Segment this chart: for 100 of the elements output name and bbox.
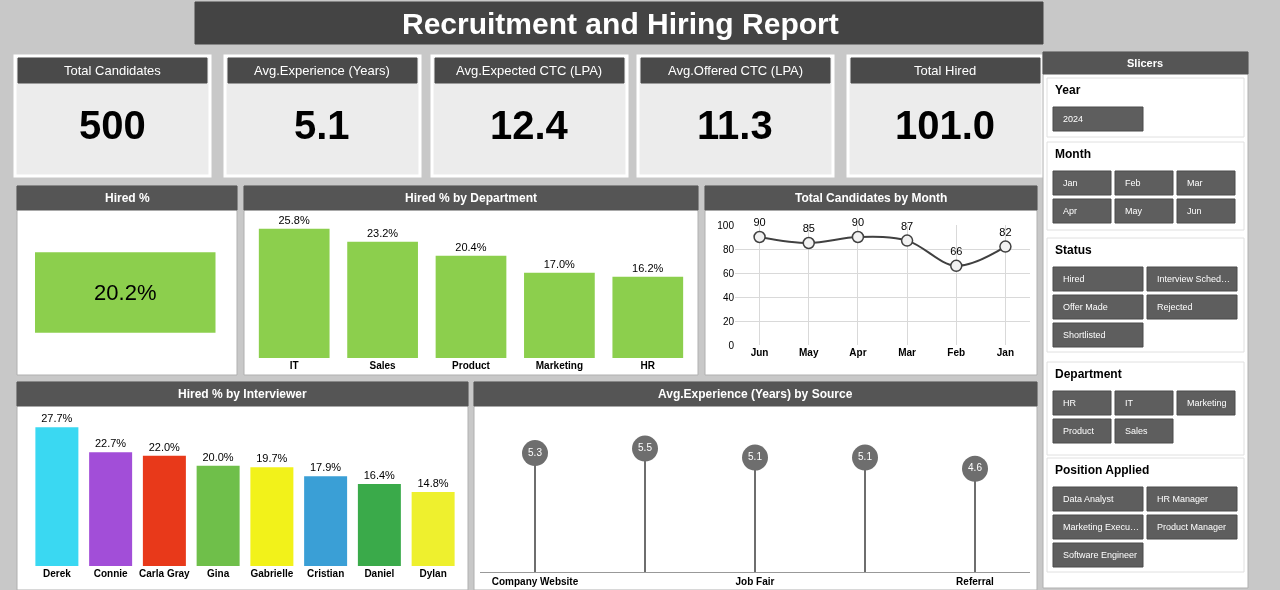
bar <box>142 455 186 566</box>
data-label: 66 <box>950 245 963 258</box>
chart-title: Avg.Experience (Years) by Source <box>658 387 853 401</box>
category-label: Interview Sched… <box>1157 274 1231 284</box>
x-tick-label: Carla Gray <box>139 568 191 579</box>
chart-title: Hired % <box>105 191 151 205</box>
y-tick-label: 40 <box>722 291 735 303</box>
x-tick-label: Jan <box>996 347 1015 358</box>
x-tick-label: Derek <box>42 568 72 579</box>
x-tick-label: Apr <box>849 347 867 358</box>
data-label: 23.2% <box>366 226 399 239</box>
x-tick-label: HR <box>640 360 656 371</box>
category-label: May <box>1125 206 1143 216</box>
point <box>802 236 815 250</box>
category-label: HR Manager <box>1157 494 1209 504</box>
data-label: 12.4 <box>490 103 569 147</box>
category-label: Jun <box>1187 206 1202 216</box>
y-tick-label: 0 <box>728 339 735 351</box>
data-label: 22.7% <box>94 437 127 450</box>
x-tick-label: Referral <box>956 576 995 587</box>
category-label: Shortlisted <box>1063 330 1106 340</box>
text: Position Applied <box>1055 463 1150 477</box>
bar <box>524 272 595 358</box>
x-tick-label: Dylan <box>419 568 447 579</box>
category-label: IT <box>1125 398 1134 408</box>
point <box>999 240 1012 253</box>
data-label: 20.2% <box>94 280 157 305</box>
category-label: Marketing <box>1187 398 1227 408</box>
category-label: Offer Made <box>1063 302 1108 312</box>
data-label: 20.4% <box>455 240 487 253</box>
data-label: 19.7% <box>256 452 288 465</box>
data-label: 17.9% <box>309 461 342 474</box>
category-label: Total Candidates <box>64 63 162 78</box>
bar <box>411 491 455 566</box>
x-tick-label: Company Website <box>491 576 579 587</box>
bar <box>196 465 240 566</box>
category-label: Product Manager <box>1157 522 1227 532</box>
x-tick-label: Sales <box>369 360 397 371</box>
data-label: 25.8% <box>278 213 310 226</box>
text: Recruitment and Hiring Report <box>402 7 839 40</box>
category-label: Avg.Expected CTC (LPA) <box>456 63 603 78</box>
data-label: 16.2% <box>632 261 664 274</box>
point <box>753 230 766 244</box>
data-label: 5.3 <box>528 446 543 458</box>
category-label: Software Engineer <box>1063 550 1138 560</box>
bar <box>357 483 401 566</box>
data-label: 500 <box>79 103 146 147</box>
bar <box>435 255 507 358</box>
data-label: 22.0% <box>148 440 181 453</box>
category-label: Avg.Experience (Years) <box>254 63 390 78</box>
data-label: 90 <box>851 216 865 229</box>
bar <box>250 467 294 566</box>
data-label: 90 <box>753 216 766 229</box>
text: Department <box>1055 367 1122 381</box>
data-label: 82 <box>999 225 1012 238</box>
data-label: 5.1 <box>294 103 350 147</box>
x-tick-label: Jun <box>750 347 769 358</box>
data-label: 5.1 <box>858 451 873 463</box>
data-label: 5.5 <box>638 442 653 454</box>
text: Slicers <box>1127 57 1164 69</box>
point <box>851 230 865 244</box>
x-tick-label: Mar <box>898 347 917 358</box>
category-label: Marketing Execu… <box>1063 522 1140 532</box>
text: Month <box>1055 147 1091 161</box>
chart-title: Hired % by Department <box>405 191 538 205</box>
text: Year <box>1055 83 1081 97</box>
x-tick-label: Gina <box>207 568 230 579</box>
data-label: 16.4% <box>363 468 396 481</box>
chart-title: Total Candidates by Month <box>795 191 948 205</box>
data-label: 27.7% <box>41 412 73 425</box>
point <box>900 234 914 247</box>
text: Status <box>1055 243 1092 257</box>
data-label: 11.3 <box>697 103 773 147</box>
x-tick-label: Gabrielle <box>250 568 294 579</box>
y-tick-label: 80 <box>722 243 735 255</box>
bar <box>89 452 133 566</box>
x-tick-label: Product <box>452 360 491 371</box>
category-label: 2024 <box>1063 114 1084 124</box>
data-label: 4.6 <box>968 462 983 474</box>
x-tick-label: Marketing <box>535 360 584 371</box>
category-label: Feb <box>1125 178 1141 188</box>
category-label: Sales <box>1125 426 1149 436</box>
category-label: Rejected <box>1157 302 1193 312</box>
category-label: Data Analyst <box>1063 494 1115 504</box>
category-label: Total Hired <box>914 63 977 78</box>
chart-title: Hired % by Interviewer <box>178 387 308 401</box>
bar <box>304 476 348 566</box>
x-tick-label: Connie <box>93 568 129 579</box>
y-tick-label: 100 <box>717 219 735 231</box>
x-tick-label: Cristian <box>307 568 345 579</box>
data-label: 87 <box>900 219 914 232</box>
y-tick-label: 60 <box>722 267 735 279</box>
category-label: Apr <box>1063 206 1078 216</box>
bar <box>347 241 418 358</box>
data-label: 20.0% <box>202 450 234 463</box>
y-tick-label: 20 <box>722 315 735 327</box>
bar <box>35 427 79 566</box>
bar <box>258 228 330 358</box>
data-label: 5.1 <box>748 451 763 463</box>
category-label: HR <box>1063 398 1077 408</box>
